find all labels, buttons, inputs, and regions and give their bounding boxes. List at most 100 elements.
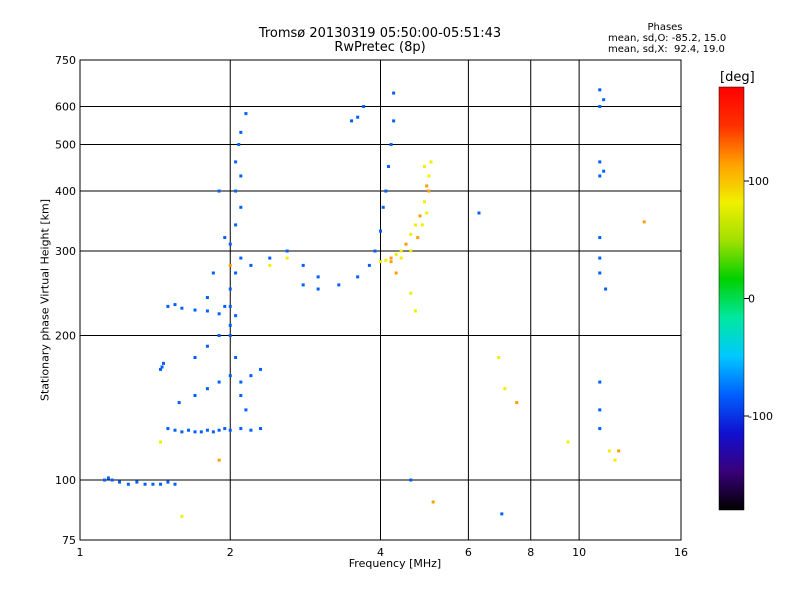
data-point-x [420, 223, 424, 227]
data-point-o [205, 309, 209, 313]
data-point-o [159, 367, 163, 371]
data-point-x [228, 263, 232, 267]
data-point-o [268, 256, 272, 260]
data-point-o [234, 271, 238, 275]
data-point-x [429, 160, 433, 164]
data-point-o [217, 334, 221, 338]
data-point-o [598, 380, 602, 384]
data-point-x [422, 164, 426, 168]
data-point-x [427, 174, 431, 178]
data-point-o [180, 306, 184, 310]
data-point-o [384, 189, 388, 193]
data-point-o [135, 480, 139, 484]
data-point-o [239, 174, 243, 178]
data-point-x [418, 214, 422, 218]
data-point-o [228, 334, 232, 338]
data-point-o [598, 174, 602, 178]
data-point-o [166, 427, 170, 431]
data-point-x [285, 256, 289, 260]
data-point-x [159, 440, 163, 444]
data-point-o [151, 482, 155, 486]
data-point-o [173, 482, 177, 486]
data-point-o [239, 256, 243, 260]
x-tick-label: 10 [572, 546, 586, 559]
data-point-o [162, 361, 166, 365]
data-point-x [413, 309, 417, 313]
colorbar-ticks: 100 0 -100 [744, 175, 773, 423]
data-point-o [379, 229, 382, 233]
data-point-o [228, 428, 232, 432]
data-point-o [223, 427, 227, 431]
data-point-o [239, 130, 243, 134]
data-point-o [239, 380, 243, 384]
data-point-o [193, 355, 197, 359]
data-point-x [409, 249, 413, 253]
data-point-o [228, 304, 232, 308]
x-tick-label: 1 [77, 546, 84, 559]
data-point-o [604, 287, 608, 291]
data-point-o [205, 296, 209, 300]
data-point-o [173, 303, 177, 307]
data-point-o [598, 105, 602, 109]
y-tick-label: 600 [55, 101, 76, 114]
data-point-o [217, 189, 221, 193]
data-point-o [598, 160, 602, 164]
data-point-o [316, 287, 320, 291]
data-point-o [381, 205, 385, 209]
data-point-o [477, 211, 481, 215]
data-point-o [205, 344, 209, 348]
x-tick-label: 16 [674, 546, 688, 559]
data-point-x [425, 211, 429, 215]
data-point-x [515, 401, 519, 405]
data-point-x [394, 253, 398, 257]
data-point-o [211, 430, 215, 434]
data-point-o [301, 283, 305, 287]
y-tick-label: 750 [55, 54, 76, 67]
data-point-x [389, 256, 393, 260]
x-tick-label: 2 [227, 546, 234, 559]
y-tick-label: 200 [55, 330, 76, 343]
data-point-x [413, 223, 417, 227]
data-point-o [187, 428, 191, 432]
data-point-o [237, 143, 241, 147]
phase-stats-x: mean, sd,X: 92.4, 19.0 [608, 44, 725, 55]
colorbar [718, 86, 745, 511]
data-point-o [234, 223, 238, 227]
data-point-o [106, 476, 110, 480]
data-point-x [394, 271, 398, 275]
data-point-x [425, 184, 429, 188]
data-point-x [497, 355, 501, 359]
data-point-o [316, 275, 320, 279]
data-point-o [193, 308, 197, 312]
data-point-o [211, 271, 215, 275]
chart-subtitle: RwPretec (8p) [334, 40, 426, 55]
x-axis: 1 2 4 6 8 10 16 [77, 546, 689, 559]
data-point-o [160, 365, 164, 369]
y-tick-label: 100 [55, 474, 76, 487]
data-point-o [177, 401, 181, 405]
data-point-o [244, 112, 248, 116]
y-axis: 75 100 200 300 400 500 600 750 [55, 54, 76, 547]
data-point-o [193, 394, 197, 398]
colorbar-unit-label: [deg] [720, 70, 755, 85]
y-tick-label: 300 [55, 245, 76, 258]
data-point-x [416, 236, 420, 240]
data-point-o [598, 88, 602, 92]
data-point-o [356, 115, 360, 119]
data-point-o [598, 271, 602, 275]
data-point-o [173, 428, 177, 432]
data-point-x [503, 387, 507, 391]
data-point-o [259, 427, 263, 431]
data-point-o [217, 312, 221, 316]
data-point-o [356, 275, 360, 279]
data-point-o [166, 304, 170, 308]
data-point-x [399, 256, 403, 260]
chart-title: Tromsø 20130319 05:50:00-05:51:43 [258, 26, 502, 41]
data-point-o [228, 242, 232, 246]
data-point-x [217, 458, 221, 462]
data-point-o [234, 355, 238, 359]
data-point-o [249, 374, 253, 378]
data-point-x [268, 263, 272, 267]
x-tick-label: 8 [527, 546, 534, 559]
